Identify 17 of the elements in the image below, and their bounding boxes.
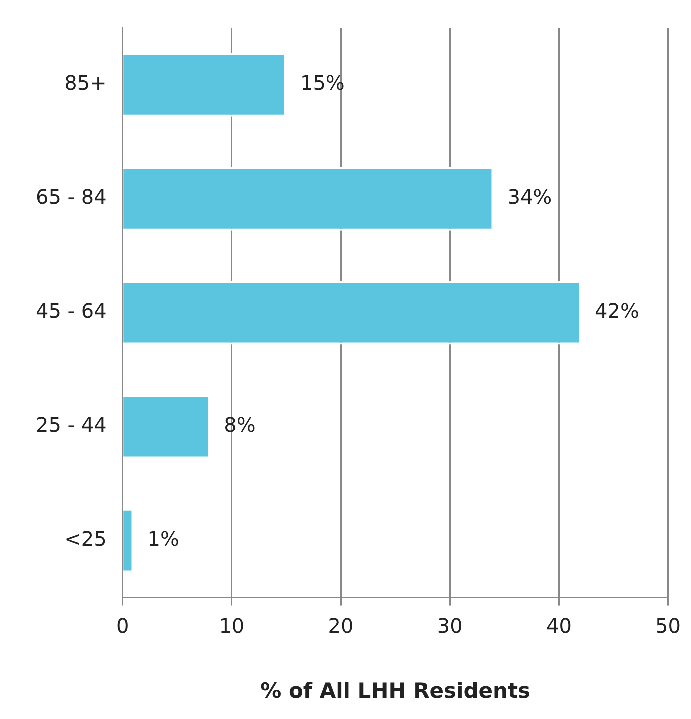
data-label: 8%	[224, 413, 256, 438]
y-tick-label: 25 - 44	[36, 413, 107, 438]
y-tick-label: 45 - 64	[36, 299, 107, 324]
data-label: 1%	[148, 527, 180, 552]
x-tick-label: 40	[546, 614, 572, 638]
x-tick-label: 50	[656, 614, 681, 638]
y-tick-label: <25	[64, 527, 107, 552]
data-label: 15%	[300, 71, 345, 96]
data-label: 42%	[595, 299, 640, 324]
x-axis-title: % of All LHH Residents	[260, 678, 531, 703]
x-tick-label: 10	[219, 614, 245, 638]
x-tick-label: 0	[116, 614, 130, 638]
data-label: 34%	[508, 185, 552, 210]
y-tick-label: 85+	[64, 71, 107, 96]
x-tick-label: 20	[328, 614, 354, 638]
y-tick-label: 65 - 84	[36, 185, 107, 210]
x-tick-label: 30	[437, 614, 463, 638]
